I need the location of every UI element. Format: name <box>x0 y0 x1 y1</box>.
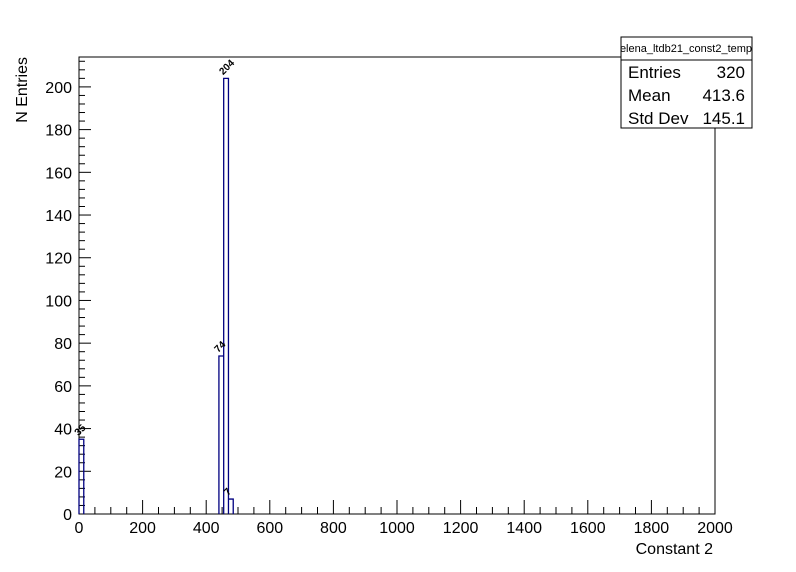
stats-title: elena_ltdb21_const2_temp <box>620 43 752 55</box>
bin-value-label: 35 <box>73 422 89 438</box>
x-tick-label: 1800 <box>634 520 670 537</box>
stats-entries-label: Entries <box>628 63 681 82</box>
y-tick-label: 100 <box>45 293 72 310</box>
stats-stddev-label: Std Dev <box>628 109 689 128</box>
x-tick-label: 1600 <box>570 520 606 537</box>
stats-entries-value: 320 <box>717 63 745 82</box>
x-tick-label: 800 <box>320 520 347 537</box>
x-tick-label: 0 <box>75 520 84 537</box>
y-tick-label: 140 <box>45 208 72 225</box>
histogram-bin <box>79 439 84 514</box>
x-tick-label: 1000 <box>379 520 415 537</box>
y-axis-title: N Entries <box>14 57 31 123</box>
bin-value-label: 204 <box>217 58 237 78</box>
y-axis: 0 20 40 60 80 100 120 140 160 180 200 <box>45 60 91 524</box>
y-tick-label: 20 <box>54 464 72 481</box>
x-tick-label: 600 <box>256 520 283 537</box>
stats-mean-value: 413.6 <box>702 86 745 105</box>
histogram-bin <box>228 499 233 514</box>
x-axis-title: Constant 2 <box>636 541 713 558</box>
y-tick-label: 60 <box>54 379 72 396</box>
x-tick-label: 1400 <box>506 520 542 537</box>
x-tick-label: 200 <box>129 520 156 537</box>
y-tick-label: 120 <box>45 251 72 268</box>
bin-value-label: 74 <box>213 339 229 355</box>
x-tick-label: 1200 <box>443 520 479 537</box>
x-tick-label: 400 <box>193 520 220 537</box>
stats-stddev-value: 145.1 <box>702 109 745 128</box>
y-tick-label: 160 <box>45 165 72 182</box>
y-tick-label: 0 <box>63 507 72 524</box>
y-tick-label: 200 <box>45 80 72 97</box>
x-tick-label: 2000 <box>697 520 733 537</box>
stats-mean-label: Mean <box>628 86 671 105</box>
y-tick-label: 40 <box>54 422 72 439</box>
plot-frame <box>78 56 716 515</box>
histogram-bin <box>224 78 229 514</box>
y-tick-label: 80 <box>54 336 72 353</box>
histogram-outline <box>78 77 234 514</box>
stats-box-frame <box>620 36 753 129</box>
stats-box: elena_ltdb21_const2_temp Entries 320 Mea… <box>620 36 753 129</box>
y-tick-label: 180 <box>45 123 72 140</box>
x-axis: 0 200 400 600 800 1000 1200 1400 1600 1800 2000 <box>75 500 733 537</box>
